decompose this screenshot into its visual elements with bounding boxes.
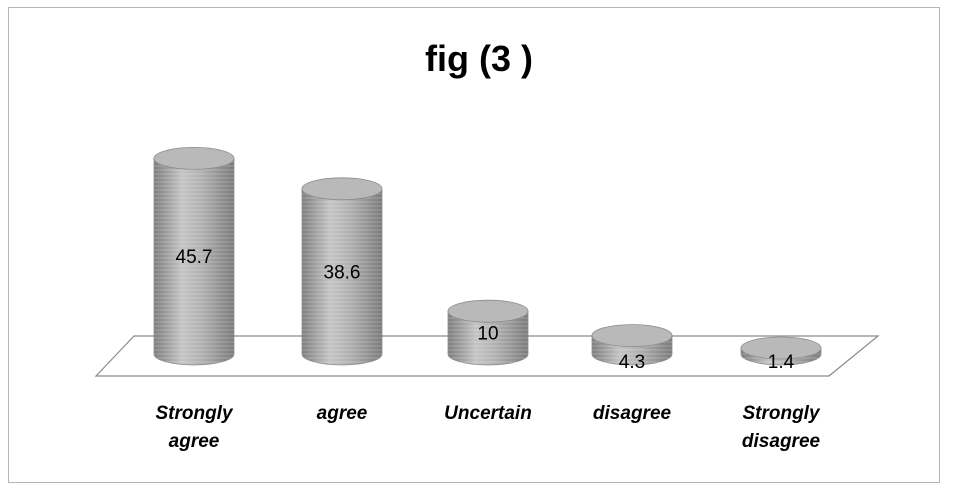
bar-texture bbox=[302, 188, 382, 365]
bar-top bbox=[301, 177, 383, 201]
x-tick-label: disagree bbox=[592, 403, 672, 424]
x-tick-label: Strongly agree bbox=[155, 403, 233, 452]
bar-top bbox=[591, 324, 673, 347]
chart-title: fig (3 ) bbox=[425, 38, 533, 79]
data-label: 1.4 bbox=[768, 352, 795, 373]
data-label: 38.6 bbox=[324, 262, 361, 283]
x-tick-label: Strongly disagree bbox=[741, 403, 821, 452]
bar-texture bbox=[448, 311, 528, 365]
bar-top bbox=[153, 147, 235, 170]
data-label: 45.7 bbox=[176, 247, 213, 268]
bar-texture bbox=[154, 158, 234, 365]
bar-top bbox=[740, 336, 822, 360]
data-label: 4.3 bbox=[619, 352, 645, 373]
x-tick-label: Uncertain bbox=[444, 403, 532, 424]
bar-top bbox=[447, 299, 529, 323]
x-tick-label: agree bbox=[316, 403, 368, 424]
data-label: 10 bbox=[477, 324, 498, 345]
